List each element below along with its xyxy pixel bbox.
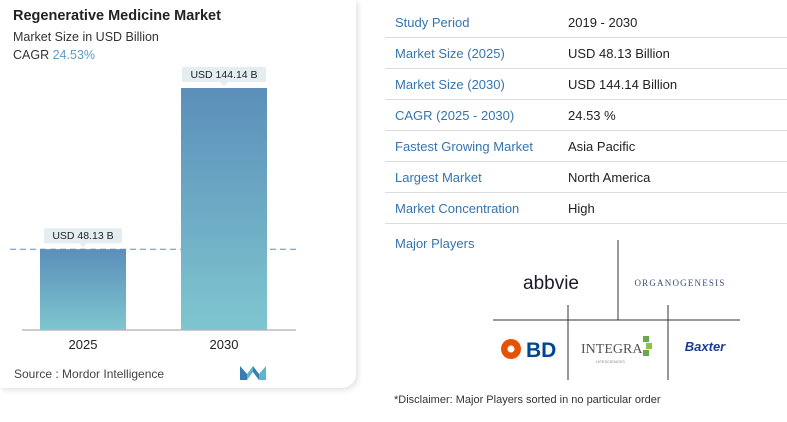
table-key: Fastest Growing Market [395,138,533,154]
x-tick-label: 2030 [210,337,239,352]
integra-mark-icon [643,336,649,342]
bd-starburst-icon [501,339,521,359]
integra-tagline: LIFESCIENCES [596,359,625,364]
table-value: 24.53 % [568,107,616,123]
table-value: High [568,200,595,216]
table-row: Market Concentration High [385,193,787,224]
bar-chart: USD 48.13 B 2025 USD 144.14 B 2030 [10,67,296,352]
data-label-pointer [220,82,228,86]
cagr-value: 24.53% [52,48,96,62]
integra-logo-text: INTEGRA [581,342,643,357]
market-info-table: Study Period 2019 - 2030 Market Size (2025… [385,7,787,224]
major-players-label: Major Players [395,236,475,251]
table-row: Market Size (2025) USD 48.13 Billion [385,38,787,69]
table-value: USD 48.13 Billion [568,45,670,61]
table-key: CAGR (2025 - 2030) [395,107,515,123]
table-row: Market Size (2030) USD 144.14 Billion [385,69,787,100]
chart-subtitle: Market Size in USD Billion [13,30,159,44]
cagr-label: CAGR [13,48,50,62]
table-value: Asia Pacific [568,138,636,154]
bar-2025 [40,249,126,330]
table-row: Fastest Growing Market Asia Pacific [385,131,787,162]
data-label-box [181,67,267,82]
table-row: Study Period 2019 - 2030 [385,7,787,38]
bd-logo-text: BD [526,339,556,362]
table-value: USD 144.14 Billion [568,76,678,92]
table-value: North America [568,169,651,185]
baxter-logo: Baxter [685,339,726,354]
cagr-line: CAGR 24.53% [13,48,95,62]
table-key: Market Concentration [395,200,520,216]
chart-title: Regenerative Medicine Market [13,8,221,24]
integra-logo: INTEGRA LIFESCIENCES [581,336,652,364]
data-label-pointer [79,243,87,248]
disclaimer-text: *Disclaimer: Major Players sorted in no … [394,394,661,406]
data-label: USD 144.14 B [190,69,257,81]
bar-2030 [181,88,267,330]
source-text: Source : Mordor Intelligence [14,367,165,381]
mordor-logo-icon [240,366,266,380]
abbvie-logo: abbvie [523,273,579,294]
table-key: Market Size (2025) [395,45,505,61]
organogenesis-logo: ORGANOGENESIS [634,278,725,288]
table-key: Largest Market [395,169,482,185]
bd-logo: BD [501,339,556,362]
table-key: Market Size (2030) [395,76,505,92]
table-row: Largest Market North America [385,162,787,193]
table-row: CAGR (2025 - 2030) 24.53 % [385,100,787,131]
data-label: USD 48.13 B [52,230,113,242]
x-tick-label: 2025 [69,337,98,352]
chart-card: Regenerative Medicine Market Market Size… [0,0,356,388]
table-key: Study Period [395,14,470,30]
table-value: 2019 - 2030 [568,14,638,30]
data-label-box [43,228,123,244]
